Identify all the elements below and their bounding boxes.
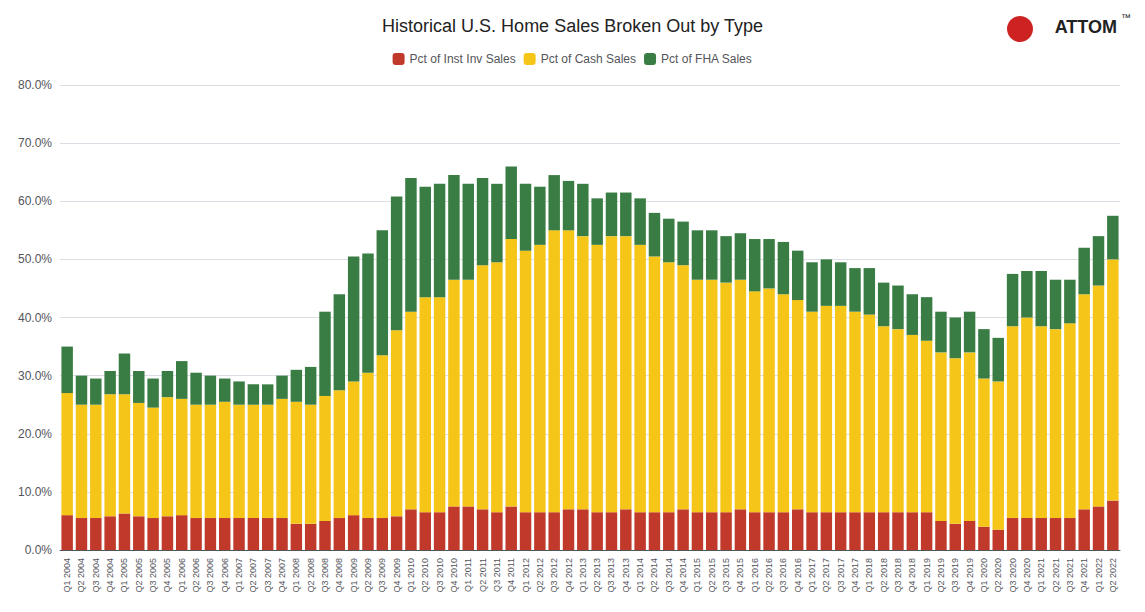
svg-text:Q1 2015: Q1 2015 [692, 558, 702, 593]
svg-text:Q4 2006: Q4 2006 [220, 558, 230, 593]
svg-text:Q3 2006: Q3 2006 [205, 558, 215, 593]
svg-text:Q1 2019: Q1 2019 [922, 558, 932, 593]
svg-text:Pct of Inst Inv Sales: Pct of Inst Inv Sales [410, 52, 516, 66]
svg-text:Q2 2014: Q2 2014 [649, 558, 659, 593]
svg-text:Q4 2020: Q4 2020 [1022, 558, 1032, 593]
svg-text:Q4 2016: Q4 2016 [793, 558, 803, 593]
svg-text:Q4 2021: Q4 2021 [1079, 558, 1089, 593]
svg-text:Q4 2018: Q4 2018 [907, 558, 917, 593]
svg-text:Q1 2014: Q1 2014 [635, 558, 645, 593]
svg-text:Q4 2012: Q4 2012 [564, 558, 574, 593]
svg-text:Historical U.S. Home Sales Bro: Historical U.S. Home Sales Broken Out by… [382, 16, 763, 36]
svg-text:20.0%: 20.0% [18, 427, 52, 441]
svg-text:Q1 2021: Q1 2021 [1036, 558, 1046, 593]
svg-text:Q3 2016: Q3 2016 [778, 558, 788, 593]
svg-text:Q3 2013: Q3 2013 [606, 558, 616, 593]
svg-text:Q3 2008: Q3 2008 [320, 558, 330, 593]
svg-text:Q1 2013: Q1 2013 [578, 558, 588, 593]
svg-text:Q3 2010: Q3 2010 [435, 558, 445, 593]
svg-text:Q3 2009: Q3 2009 [377, 558, 387, 593]
svg-text:Q1 2010: Q1 2010 [406, 558, 416, 593]
svg-text:Q2 2015: Q2 2015 [707, 558, 717, 593]
svg-text:Q4 2019: Q4 2019 [965, 558, 975, 593]
svg-text:Q3 2019: Q3 2019 [950, 558, 960, 593]
svg-text:Pct of FHA Sales: Pct of FHA Sales [661, 52, 752, 66]
svg-text:Q2 2018: Q2 2018 [879, 558, 889, 593]
svg-text:Q2 2022: Q2 2022 [1108, 558, 1118, 593]
svg-text:Q1 2008: Q1 2008 [291, 558, 301, 593]
svg-text:Q2 2005: Q2 2005 [134, 558, 144, 593]
svg-text:Q4 2011: Q4 2011 [506, 558, 516, 592]
svg-text:Q3 2014: Q3 2014 [664, 558, 674, 593]
svg-text:Q1 2011: Q1 2011 [463, 558, 473, 592]
svg-text:Q4 2017: Q4 2017 [850, 558, 860, 593]
svg-text:Q2 2017: Q2 2017 [821, 558, 831, 593]
svg-text:Q1 2012: Q1 2012 [521, 558, 531, 593]
svg-text:Q2 2009: Q2 2009 [363, 558, 373, 593]
svg-text:0.0%: 0.0% [25, 543, 53, 557]
svg-text:50.0%: 50.0% [18, 252, 52, 266]
svg-text:Q4 2005: Q4 2005 [162, 558, 172, 593]
svg-text:Q3 2005: Q3 2005 [148, 558, 158, 593]
svg-text:Q3 2015: Q3 2015 [721, 558, 731, 593]
svg-text:Q3 2018: Q3 2018 [893, 558, 903, 593]
svg-text:70.0%: 70.0% [18, 136, 52, 150]
svg-text:Q3 2012: Q3 2012 [549, 558, 559, 593]
svg-text:Q2 2008: Q2 2008 [306, 558, 316, 593]
svg-text:Q3 2011: Q3 2011 [492, 558, 502, 592]
svg-text:Q3 2004: Q3 2004 [91, 558, 101, 593]
svg-text:Q3 2021: Q3 2021 [1065, 558, 1075, 593]
svg-text:40.0%: 40.0% [18, 311, 52, 325]
svg-text:Q1 2022: Q1 2022 [1094, 558, 1104, 593]
svg-text:Q4 2007: Q4 2007 [277, 558, 287, 593]
svg-text:ATTOM: ATTOM [1055, 17, 1117, 37]
svg-text:Q2 2013: Q2 2013 [592, 558, 602, 593]
svg-text:Q4 2014: Q4 2014 [678, 558, 688, 593]
svg-text:Q2 2016: Q2 2016 [764, 558, 774, 593]
svg-text:60.0%: 60.0% [18, 194, 52, 208]
svg-text:Q2 2021: Q2 2021 [1051, 558, 1061, 593]
svg-text:80.0%: 80.0% [18, 78, 52, 92]
svg-text:30.0%: 30.0% [18, 369, 52, 383]
svg-text:Q1 2004: Q1 2004 [62, 558, 72, 593]
svg-text:Q4 2009: Q4 2009 [392, 558, 402, 593]
svg-text:Q2 2011: Q2 2011 [478, 558, 488, 592]
svg-text:Q2 2004: Q2 2004 [76, 558, 86, 593]
svg-text:Q2 2010: Q2 2010 [420, 558, 430, 593]
svg-text:Q2 2006: Q2 2006 [191, 558, 201, 593]
svg-text:Q2 2007: Q2 2007 [248, 558, 258, 593]
svg-text:Q1 2005: Q1 2005 [119, 558, 129, 593]
svg-text:Q1 2016: Q1 2016 [750, 558, 760, 593]
svg-text:10.0%: 10.0% [18, 485, 52, 499]
svg-text:Q1 2006: Q1 2006 [177, 558, 187, 593]
svg-text:Q3 2017: Q3 2017 [836, 558, 846, 593]
svg-text:™: ™ [1121, 12, 1131, 23]
svg-text:Q4 2008: Q4 2008 [334, 558, 344, 593]
svg-text:Q4 2004: Q4 2004 [105, 558, 115, 593]
svg-text:Q1 2020: Q1 2020 [979, 558, 989, 593]
svg-text:Q4 2013: Q4 2013 [621, 558, 631, 593]
svg-text:Q3 2020: Q3 2020 [1008, 558, 1018, 593]
svg-text:Q1 2007: Q1 2007 [234, 558, 244, 593]
svg-text:Q4 2010: Q4 2010 [449, 558, 459, 593]
svg-text:Q3 2007: Q3 2007 [263, 558, 273, 593]
svg-text:Q2 2012: Q2 2012 [535, 558, 545, 593]
svg-text:Q1 2017: Q1 2017 [807, 558, 817, 593]
svg-text:Q1 2018: Q1 2018 [864, 558, 874, 593]
svg-text:Q2 2019: Q2 2019 [936, 558, 946, 593]
svg-text:Pct of Cash Sales: Pct of Cash Sales [541, 52, 636, 66]
svg-text:Q2 2020: Q2 2020 [993, 558, 1003, 593]
svg-text:Q1 2009: Q1 2009 [349, 558, 359, 593]
svg-text:Q4 2015: Q4 2015 [735, 558, 745, 593]
